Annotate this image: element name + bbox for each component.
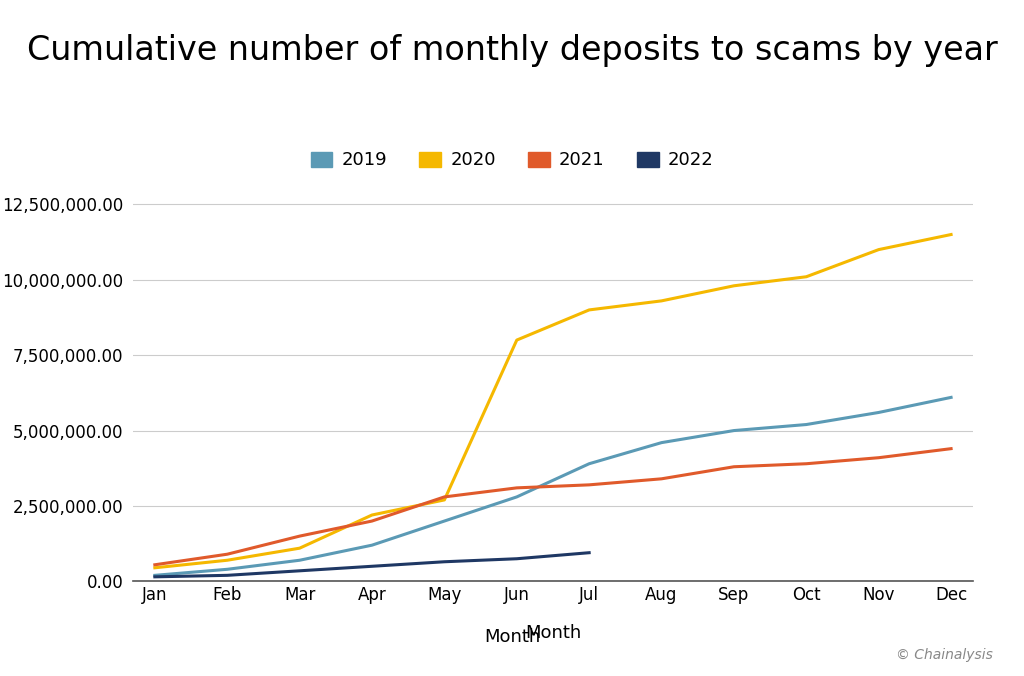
- 2020: [655, 297, 668, 305]
- 2021: [945, 445, 957, 453]
- 2021: [800, 460, 812, 468]
- 2019: [728, 427, 740, 435]
- Legend: 2019, 2020, 2021, 2022: 2019, 2020, 2021, 2022: [303, 144, 721, 176]
- 2022: [511, 555, 523, 563]
- 2022: [583, 549, 595, 557]
- 2019: [945, 393, 957, 402]
- 2019: [221, 565, 233, 573]
- 2022: [294, 566, 306, 575]
- 2019: [148, 571, 161, 579]
- 2021: [728, 462, 740, 470]
- 2019: [583, 460, 595, 468]
- Text: Month: Month: [484, 627, 540, 646]
- 2021: [366, 517, 378, 525]
- Line: 2019: 2019: [155, 397, 951, 575]
- 2019: [872, 408, 885, 416]
- 2019: [294, 556, 306, 564]
- 2021: [583, 481, 595, 489]
- 2021: [511, 484, 523, 492]
- 2019: [800, 420, 812, 429]
- 2020: [438, 496, 451, 504]
- 2021: [294, 532, 306, 540]
- 2019: [655, 439, 668, 447]
- Line: 2021: 2021: [155, 449, 951, 564]
- 2021: [872, 454, 885, 462]
- 2020: [294, 544, 306, 552]
- Line: 2022: 2022: [155, 553, 589, 577]
- 2020: [511, 336, 523, 344]
- 2019: [438, 517, 451, 525]
- 2022: [366, 562, 378, 571]
- 2019: [366, 541, 378, 549]
- 2020: [221, 556, 233, 564]
- 2021: [655, 475, 668, 483]
- Line: 2020: 2020: [155, 235, 951, 568]
- 2020: [148, 564, 161, 572]
- 2019: [511, 493, 523, 501]
- 2022: [148, 573, 161, 581]
- 2021: [148, 560, 161, 569]
- Text: © Chainalysis: © Chainalysis: [896, 648, 993, 662]
- 2022: [221, 571, 233, 579]
- 2022: [438, 558, 451, 566]
- 2020: [872, 245, 885, 254]
- 2021: [438, 493, 451, 501]
- 2020: [728, 282, 740, 290]
- 2020: [945, 231, 957, 239]
- 2020: [800, 272, 812, 281]
- 2020: [583, 306, 595, 314]
- X-axis label: Month: Month: [525, 624, 581, 642]
- Text: Cumulative number of monthly deposits to scams by year: Cumulative number of monthly deposits to…: [27, 34, 997, 67]
- 2020: [366, 511, 378, 519]
- 2021: [221, 550, 233, 558]
